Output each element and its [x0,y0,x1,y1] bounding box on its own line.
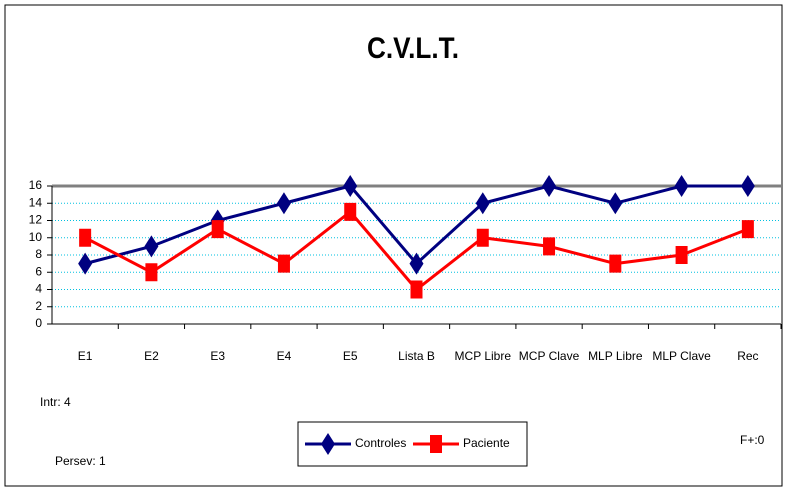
chart-title: C.V.L.T. [367,32,459,65]
marker [609,254,622,273]
marker [78,252,93,275]
marker [144,235,159,258]
x-tick-label: Lista B [398,349,435,363]
annotation: Intr: 4 [40,395,71,409]
chart-border [4,4,783,487]
marker [276,192,291,215]
annotation: F+:0 [740,433,765,447]
marker [475,192,490,215]
marker [409,252,424,275]
marker [344,202,357,221]
marker [277,254,290,273]
legend-label: Controles [355,436,406,450]
legend-label: Paciente [463,436,510,450]
marker [145,263,158,282]
y-tick-label: 0 [35,316,42,330]
marker [740,175,755,197]
marker [675,246,688,264]
y-tick-label: 6 [35,264,42,278]
y-tick-label: 2 [35,299,42,313]
marker [608,192,623,215]
marker [542,175,557,197]
y-tick-label: 8 [35,247,42,261]
marker [410,280,423,299]
x-tick-label: E4 [277,349,292,363]
marker [321,433,335,455]
marker [343,175,358,197]
x-tick-label: E5 [343,349,358,363]
y-tick-label: 16 [29,178,43,192]
x-tick-label: Rec [737,349,758,363]
x-tick-label: E2 [144,349,159,363]
marker [430,435,442,453]
marker [476,228,489,247]
annotation: Persev: 1 [55,454,106,468]
y-tick-label: 12 [29,213,43,227]
marker [741,220,754,239]
y-tick-label: 10 [29,230,43,244]
x-tick-label: MCP Libre [455,349,512,363]
x-tick-label: E1 [78,349,93,363]
x-tick-label: MLP Libre [588,349,643,363]
x-tick-label: MLP Clave [652,349,711,363]
y-tick-label: 4 [35,282,42,296]
marker [79,228,92,247]
y-tick-label: 14 [29,195,43,209]
x-tick-label: MCP Clave [519,349,580,363]
marker [211,220,224,239]
marker [543,237,556,256]
marker [674,175,689,197]
x-tick-label: E3 [210,349,225,363]
